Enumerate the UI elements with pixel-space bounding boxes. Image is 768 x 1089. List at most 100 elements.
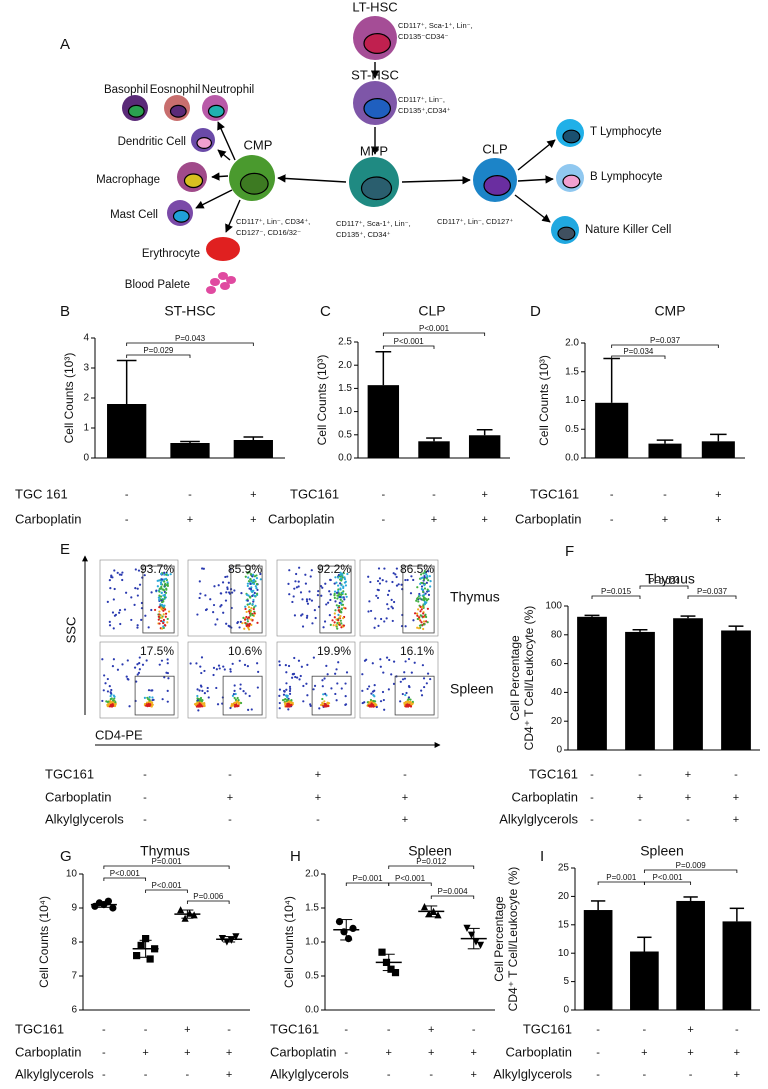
flow-event bbox=[138, 583, 142, 586]
flow-event bbox=[244, 605, 247, 608]
condition-name: Carboplatin bbox=[512, 789, 579, 804]
flow-event bbox=[147, 689, 151, 692]
flow-event bbox=[121, 571, 124, 574]
flow-event bbox=[113, 695, 116, 698]
flow-event bbox=[342, 585, 345, 588]
flow-event bbox=[291, 600, 294, 604]
flow-event bbox=[222, 611, 225, 614]
flow-event bbox=[421, 598, 425, 601]
flow-event bbox=[111, 664, 115, 668]
flow-event bbox=[285, 671, 288, 674]
flow-event bbox=[407, 696, 411, 699]
flow-event bbox=[250, 586, 253, 589]
flow-event bbox=[166, 658, 169, 661]
flow-event bbox=[164, 615, 167, 618]
flow-event bbox=[213, 585, 216, 588]
flow-event bbox=[118, 573, 122, 576]
flow-event bbox=[158, 663, 161, 666]
flow-event bbox=[234, 692, 237, 696]
condition-sign: - bbox=[686, 814, 690, 826]
panel-label: D bbox=[530, 303, 541, 320]
arrow bbox=[211, 172, 229, 181]
platelet bbox=[220, 282, 230, 290]
arrow bbox=[277, 174, 347, 183]
flow-event bbox=[386, 603, 389, 606]
data-point bbox=[146, 955, 154, 963]
y-tick-label: 0.0 bbox=[565, 453, 579, 464]
flow-event bbox=[143, 574, 146, 577]
flow-event bbox=[381, 690, 385, 694]
condition-sign: - bbox=[125, 514, 129, 526]
flow-event bbox=[341, 603, 345, 606]
flow-event bbox=[144, 614, 147, 617]
gate-percentage: 10.6% bbox=[228, 644, 262, 658]
significance-bracket bbox=[597, 881, 645, 885]
flow-event bbox=[300, 665, 303, 668]
flow-event bbox=[278, 664, 281, 667]
flow-event bbox=[246, 620, 249, 623]
y-tick-label: 10 bbox=[66, 869, 78, 880]
flow-event bbox=[421, 588, 424, 591]
flow-event bbox=[246, 599, 249, 602]
flow-event bbox=[212, 666, 216, 669]
flow-event bbox=[321, 679, 324, 682]
flow-event bbox=[150, 705, 153, 708]
y-tick-label: 4 bbox=[83, 333, 89, 344]
flow-event bbox=[337, 613, 340, 616]
x-axis-label: CD4-PE bbox=[95, 727, 143, 742]
data-point bbox=[232, 933, 240, 941]
node-label: B Lymphocyte bbox=[590, 171, 662, 183]
data-point bbox=[109, 904, 117, 912]
condition-name: TGC161 bbox=[290, 486, 339, 501]
p-value: P=0.043 bbox=[175, 334, 206, 343]
flow-event bbox=[330, 687, 333, 690]
flow-event bbox=[137, 569, 141, 572]
flow-event bbox=[327, 601, 330, 604]
gate-percentage: 86.5% bbox=[400, 562, 434, 576]
flow-event bbox=[395, 575, 398, 579]
flow-event bbox=[236, 621, 239, 625]
flow-event bbox=[109, 694, 112, 698]
flow-event bbox=[323, 700, 326, 703]
flow-event bbox=[136, 626, 139, 629]
flow-event bbox=[419, 582, 422, 585]
flow-event bbox=[410, 575, 413, 578]
flow-event bbox=[286, 698, 289, 702]
flow-event bbox=[156, 585, 159, 588]
flow-event bbox=[113, 697, 116, 700]
flow-event bbox=[397, 583, 400, 586]
flow-event bbox=[155, 589, 158, 592]
flow-event bbox=[361, 689, 364, 692]
flow-event bbox=[395, 584, 399, 587]
flow-event bbox=[423, 570, 426, 573]
y-tick-label: 80 bbox=[551, 629, 563, 640]
flow-event bbox=[335, 581, 338, 584]
flow-event bbox=[254, 585, 257, 588]
flow-event bbox=[195, 662, 198, 665]
flow-event bbox=[233, 684, 236, 687]
flow-event bbox=[379, 658, 382, 661]
data-point bbox=[378, 948, 386, 956]
flow-event bbox=[162, 625, 165, 628]
flow-event bbox=[247, 580, 251, 583]
flow-event bbox=[160, 595, 163, 598]
flow-event bbox=[335, 591, 339, 594]
flow-event bbox=[378, 577, 382, 580]
flow-event bbox=[214, 623, 217, 626]
flow-event bbox=[287, 664, 291, 668]
flow-event bbox=[342, 590, 345, 593]
condition-sign: - bbox=[429, 1069, 433, 1081]
flow-event bbox=[164, 584, 167, 587]
flow-event bbox=[429, 677, 432, 681]
flow-event bbox=[318, 707, 321, 710]
condition-sign: + bbox=[471, 1069, 477, 1081]
significance-bracket bbox=[145, 889, 188, 893]
condition-sign: - bbox=[186, 1069, 190, 1081]
y-tick-label: 0.5 bbox=[338, 429, 352, 440]
flow-event bbox=[422, 620, 426, 623]
flow-event bbox=[305, 600, 309, 603]
condition-sign: + bbox=[481, 514, 487, 526]
flow-event bbox=[423, 623, 426, 626]
condition-sign: + bbox=[402, 792, 408, 804]
condition-sign: - bbox=[638, 814, 642, 826]
